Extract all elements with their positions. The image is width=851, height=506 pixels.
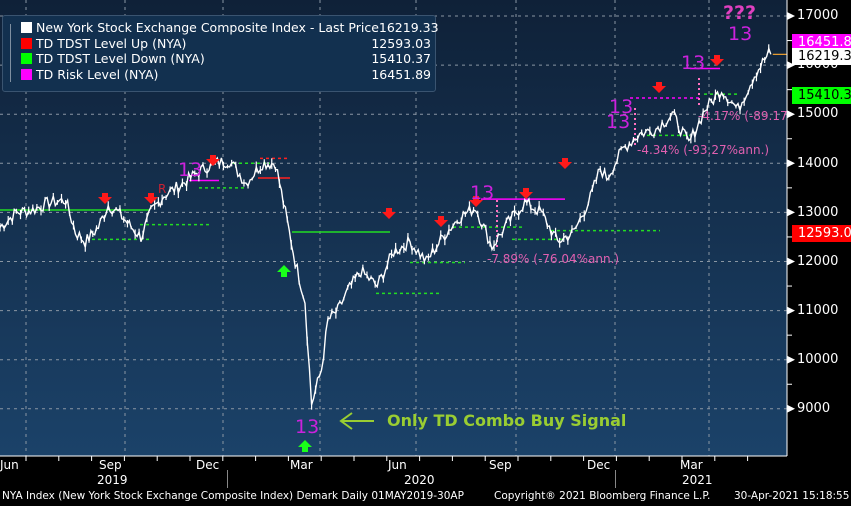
x-tick-label: Mar <box>680 458 703 472</box>
tdst-down-tag: 15410.37 <box>792 87 851 104</box>
sell-arrow-icon <box>469 196 483 207</box>
sell-arrow-icon <box>98 193 112 204</box>
tdst-up-tag: 12593.03 <box>792 225 851 242</box>
buy-arrow-icon <box>298 440 312 452</box>
risk-level-tag: 16451.89 <box>792 34 851 51</box>
legend-label: TD Risk Level (NYA) <box>36 66 159 82</box>
y-tick-label: 11000 <box>797 303 839 318</box>
x-year-label: 2019 <box>97 473 128 487</box>
y-tick-mark <box>787 257 795 266</box>
legend-value: 15410.37 <box>371 51 431 66</box>
y-tick-mark <box>787 110 795 119</box>
footer-copyright: Copyright® 2021 Bloomberg Finance L.P. <box>494 490 711 502</box>
legend-item-tdst-up[interactable]: TD TDST Level Up (NYA) 12593.03 <box>11 36 431 52</box>
price-line <box>0 46 772 405</box>
y-tick-label: 13000 <box>797 205 839 220</box>
drawdown-label-2: -4.34% (-93.27%ann.) <box>637 143 769 157</box>
count-13-jan2021-a: 13 <box>609 96 633 118</box>
legend-item-price[interactable]: New York Stock Exchange Composite Index … <box>11 20 439 36</box>
drawdown-label-3: -4.17% (-89.17 <box>698 109 788 123</box>
x-tick-label: Dec <box>196 458 220 472</box>
y-tick-mark <box>787 355 795 364</box>
signal-markers <box>98 55 724 452</box>
footer-timestamp: 30-Apr-2021 15:18:55 <box>734 490 850 502</box>
sell-arrow-icon <box>206 155 220 166</box>
x-tick-label: Sep <box>99 458 122 472</box>
drawdown-label-1: -7.89% (-76.04%ann.) <box>487 252 619 266</box>
buy-arrow-icon <box>277 265 291 277</box>
y-tick-label: 14000 <box>797 156 839 171</box>
count-13-dec2019: 13 <box>178 159 202 181</box>
legend-tree-line <box>10 24 17 82</box>
x-year-label: 2020 <box>404 473 435 487</box>
legend-value: 12593.03 <box>371 35 431 51</box>
y-axis-ticks <box>787 12 795 413</box>
y-tick-mark <box>787 208 795 217</box>
callout-text: Only TD Combo Buy Signal <box>387 411 626 430</box>
legend-label: New York Stock Exchange Composite Index … <box>36 20 379 35</box>
x-tick-label: Mar <box>290 458 313 472</box>
y-tick-mark <box>787 61 795 70</box>
y-tick-label: 15000 <box>797 106 839 121</box>
last-price-tag: 16219.33 <box>792 48 851 65</box>
r-label: R <box>158 182 166 196</box>
x-tick-label: Dec <box>587 458 611 472</box>
callout-arrow-icon <box>339 412 374 430</box>
legend-item-tdst-down[interactable]: TD TDST Level Down (NYA) 15410.37 <box>11 51 431 67</box>
legend-value: 16219.33 <box>378 20 439 35</box>
legend-swatch <box>21 37 32 49</box>
sell-arrow-icon <box>382 208 396 219</box>
legend: New York Stock Exchange Composite Index … <box>2 15 439 92</box>
legend-label: TD TDST Level Up (NYA) <box>36 35 187 51</box>
y-tick-label: 17000 <box>797 8 839 23</box>
sell-arrow-icon <box>519 188 533 199</box>
legend-item-risk[interactable]: TD Risk Level (NYA) 16451.89 <box>11 67 431 83</box>
x-tick-label: Jun <box>388 458 407 472</box>
sell-arrow-icon <box>144 193 158 204</box>
year-divider <box>615 470 616 488</box>
count-13-aug2020: 13 <box>470 182 494 204</box>
question-marks: ??? <box>723 2 756 24</box>
count-13-mar2020: 13 <box>295 416 319 438</box>
y-tick-label: 9000 <box>797 401 831 416</box>
year-divider <box>227 470 228 488</box>
legend-swatch <box>21 22 32 34</box>
sell-arrow-icon <box>434 216 448 227</box>
y-tick-mark <box>787 12 795 20</box>
x-tick-label: Sep <box>489 458 512 472</box>
count-13-mar2021: 13 <box>681 52 705 74</box>
y-tick-mark <box>787 306 795 315</box>
x-tick-label: Jun <box>0 458 19 472</box>
legend-label: TD TDST Level Down (NYA) <box>36 51 205 66</box>
x-axis-ticks <box>25 456 749 461</box>
y-tick-mark <box>787 404 795 413</box>
legend-swatch <box>21 53 32 65</box>
price-series <box>0 44 787 410</box>
count-13-jan2021-b: 13 <box>606 111 630 133</box>
sell-arrow-icon <box>652 82 666 93</box>
y-tick-label: 12000 <box>797 254 839 269</box>
legend-value: 16451.89 <box>371 66 431 82</box>
footer-title: NYA Index (New York Stock Exchange Compo… <box>2 490 464 502</box>
x-year-label: 2021 <box>682 473 713 487</box>
y-tick-mark <box>787 159 795 168</box>
count-13-apr2021: 13 <box>728 23 752 45</box>
sell-arrow-icon <box>558 158 572 169</box>
legend-swatch <box>21 68 32 80</box>
y-tick-label: 10000 <box>797 352 839 367</box>
sell-arrow-icon <box>710 55 724 66</box>
